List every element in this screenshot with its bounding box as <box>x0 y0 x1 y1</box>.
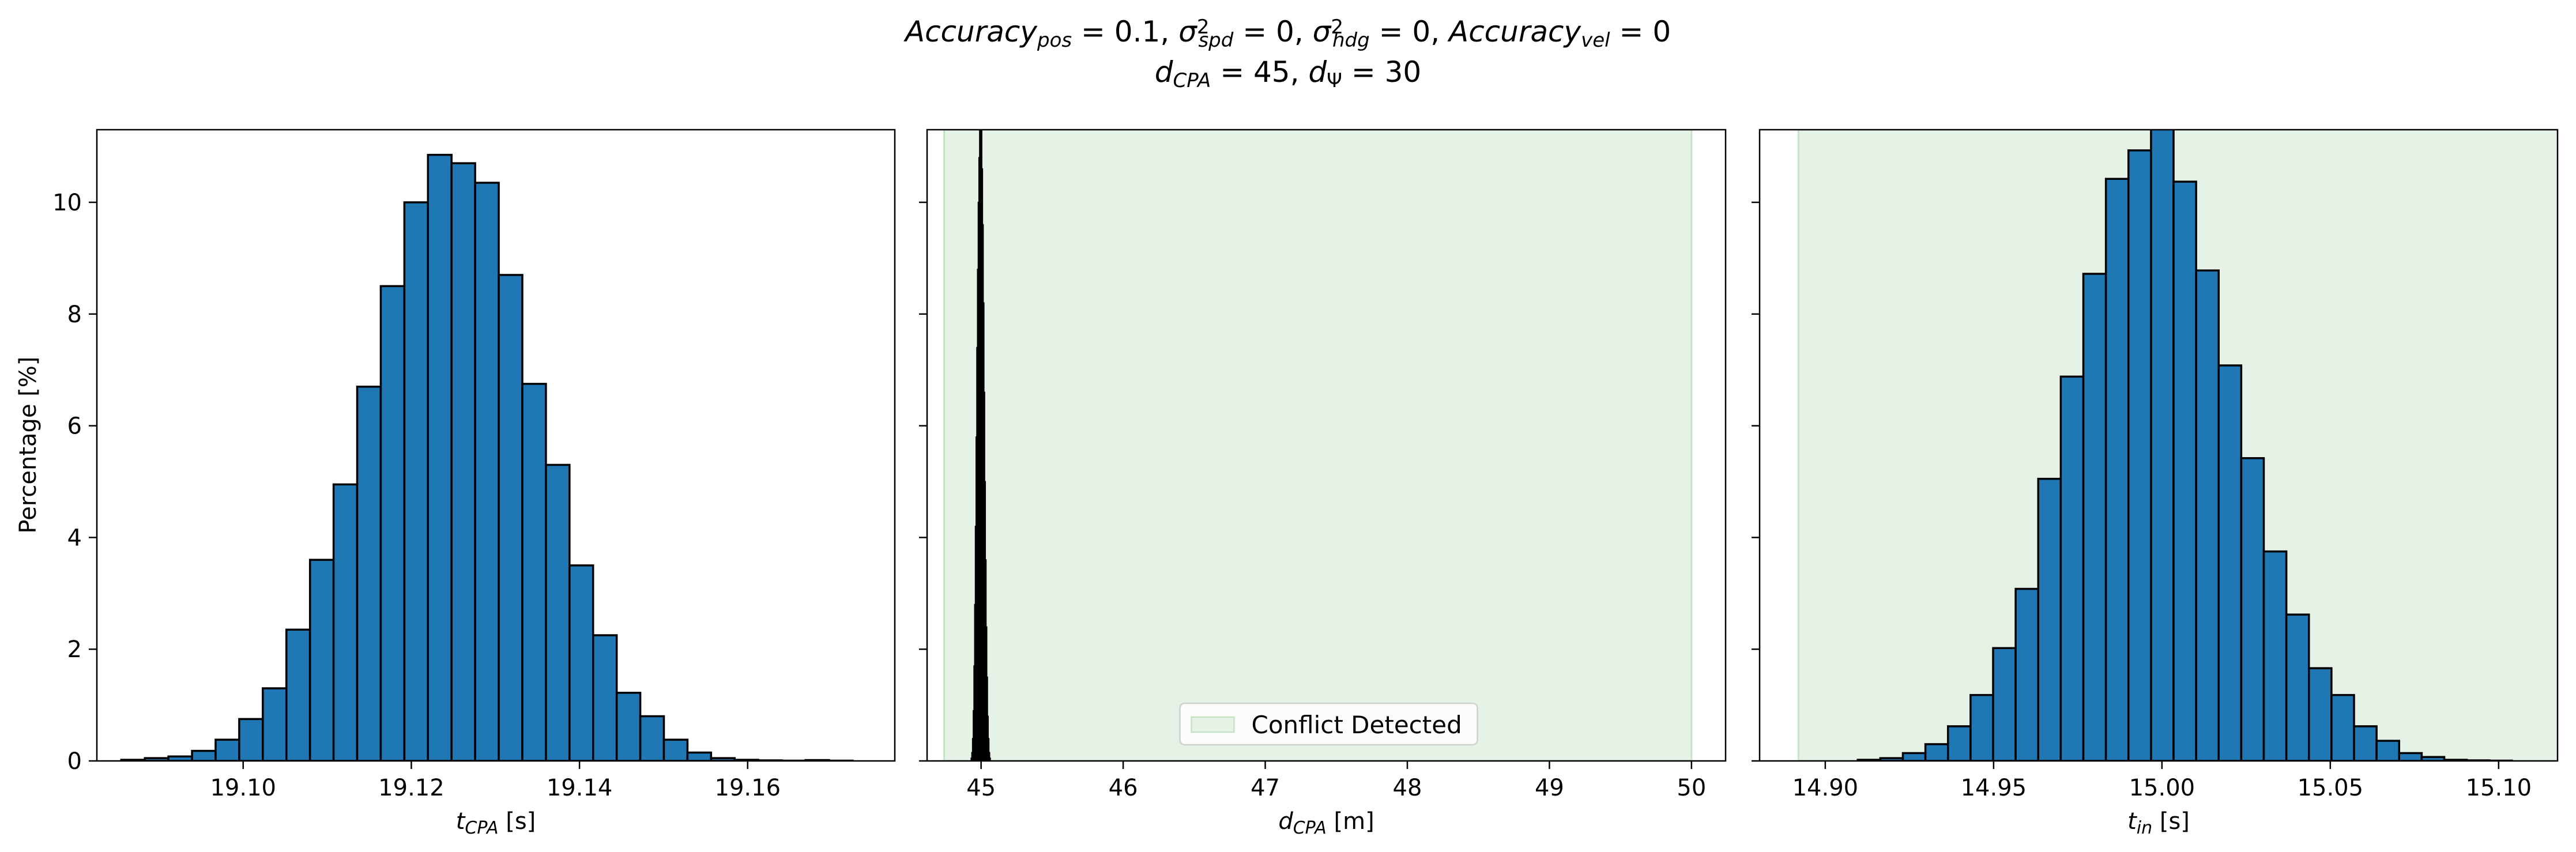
x-tick-label: 48 <box>1393 775 1422 801</box>
histogram-bar <box>521 383 547 761</box>
histogram-bar <box>2127 149 2152 761</box>
x-tick-label: 14.95 <box>1961 775 2027 801</box>
x-tick-label: 45 <box>966 775 996 801</box>
histogram-bar <box>2104 178 2130 761</box>
histogram-bar <box>2285 613 2310 761</box>
histogram-bar <box>498 274 524 761</box>
histogram-bar <box>2217 364 2243 761</box>
histogram-bar <box>403 201 430 761</box>
histogram-bar <box>214 738 240 761</box>
y-tick-label: 8 <box>67 301 82 328</box>
x-tick-label: 19.16 <box>715 775 781 801</box>
histogram-bar <box>191 749 217 761</box>
histogram-bar <box>2150 130 2175 761</box>
histogram-bar <box>615 692 642 761</box>
legend-label: Conflict Detected <box>1252 711 1462 739</box>
histogram-bar <box>2059 375 2085 761</box>
histogram-bar <box>2082 273 2107 761</box>
histogram-bar <box>568 564 594 761</box>
x-tick-label: 46 <box>1109 775 1138 801</box>
x-axis-label: tin [s] <box>2127 808 2190 838</box>
panel-t-in: 14.90 14.95 15.00 15.05 15.10 tin [s] <box>1752 129 2559 838</box>
figure-title-line1: Accuracypos = 0.1, σ2 spd = 0, σ2 hdg = 0,… <box>903 15 1671 52</box>
axes-frame <box>926 129 1727 762</box>
histogram-bar <box>2262 550 2288 761</box>
histogram-bar <box>2375 740 2400 761</box>
histogram-bar <box>356 386 382 761</box>
histogram-bar <box>2014 587 2039 761</box>
x-tick-label: 15.05 <box>2298 775 2364 801</box>
axes-frame <box>96 129 896 762</box>
histogram-bar <box>1946 725 1972 761</box>
histogram-bar <box>1924 743 1949 761</box>
histogram-bar <box>285 628 311 761</box>
axes-frame <box>1758 129 2559 762</box>
histogram-bar <box>592 634 618 761</box>
histogram-bar <box>2172 180 2197 761</box>
x-axis-label: dCPA [m] <box>1278 808 1374 838</box>
histogram-bar <box>639 715 665 761</box>
y-tick-label: 2 <box>67 636 82 663</box>
histogram-bar <box>2307 667 2333 761</box>
legend: Conflict Detected <box>1179 702 1478 746</box>
histogram-bar <box>2037 477 2062 761</box>
histogram-bar <box>1901 752 1927 761</box>
histogram-bar <box>379 285 406 761</box>
histogram-bar <box>2330 693 2355 761</box>
x-tick-label: 19.14 <box>547 775 613 801</box>
histogram-bar <box>2240 457 2265 761</box>
y-tick-label: 10 <box>52 190 82 216</box>
x-tick-label: 50 <box>1677 775 1706 801</box>
x-tick-label: 19.10 <box>210 775 276 801</box>
x-tick-label: 15.00 <box>2129 775 2195 801</box>
x-tick-label: 14.90 <box>1792 775 1859 801</box>
histogram-bar <box>2195 269 2220 761</box>
conflict-detected-region <box>943 130 1693 761</box>
x-tick-label: 49 <box>1535 775 1564 801</box>
y-tick-label: 0 <box>67 748 82 775</box>
histogram-bar <box>332 483 359 761</box>
x-axis-label: tCPA [s] <box>456 808 536 838</box>
histogram-bar <box>2398 752 2423 761</box>
x-tick-label: 19.12 <box>378 775 445 801</box>
histogram-bar <box>308 559 335 761</box>
y-tick-label: 4 <box>67 525 82 551</box>
x-tick-label: 47 <box>1251 775 1280 801</box>
figure-title-line2: dCPA = 45, dΨ = 30 <box>1155 55 1421 92</box>
histogram-bar <box>450 162 476 761</box>
histogram-bar <box>474 182 500 761</box>
histogram-bar <box>427 153 453 761</box>
legend-swatch <box>1191 716 1235 733</box>
panel-d-cpa: 45 46 47 48 49 50 dCPA [m] Conflict Detected <box>919 129 1727 838</box>
histogram-bar <box>1992 647 2017 761</box>
histogram-bar <box>262 687 288 761</box>
histogram-bar <box>989 757 991 761</box>
panel-t-cpa: 19.10 19.12 19.14 19.16 0 2 4 6 8 10 tCPA [s] <box>52 129 896 838</box>
histogram-bar <box>686 751 713 761</box>
histogram-bar <box>1969 693 1994 761</box>
histogram-bar <box>2353 725 2378 761</box>
y-tick-label: 6 <box>67 413 82 440</box>
histogram-bar <box>238 718 264 761</box>
histogram-bar <box>662 738 689 761</box>
x-tick-label: 15.10 <box>2466 775 2532 801</box>
y-axis-label: Percentage [%] <box>15 357 42 534</box>
histogram-bar <box>545 463 571 761</box>
